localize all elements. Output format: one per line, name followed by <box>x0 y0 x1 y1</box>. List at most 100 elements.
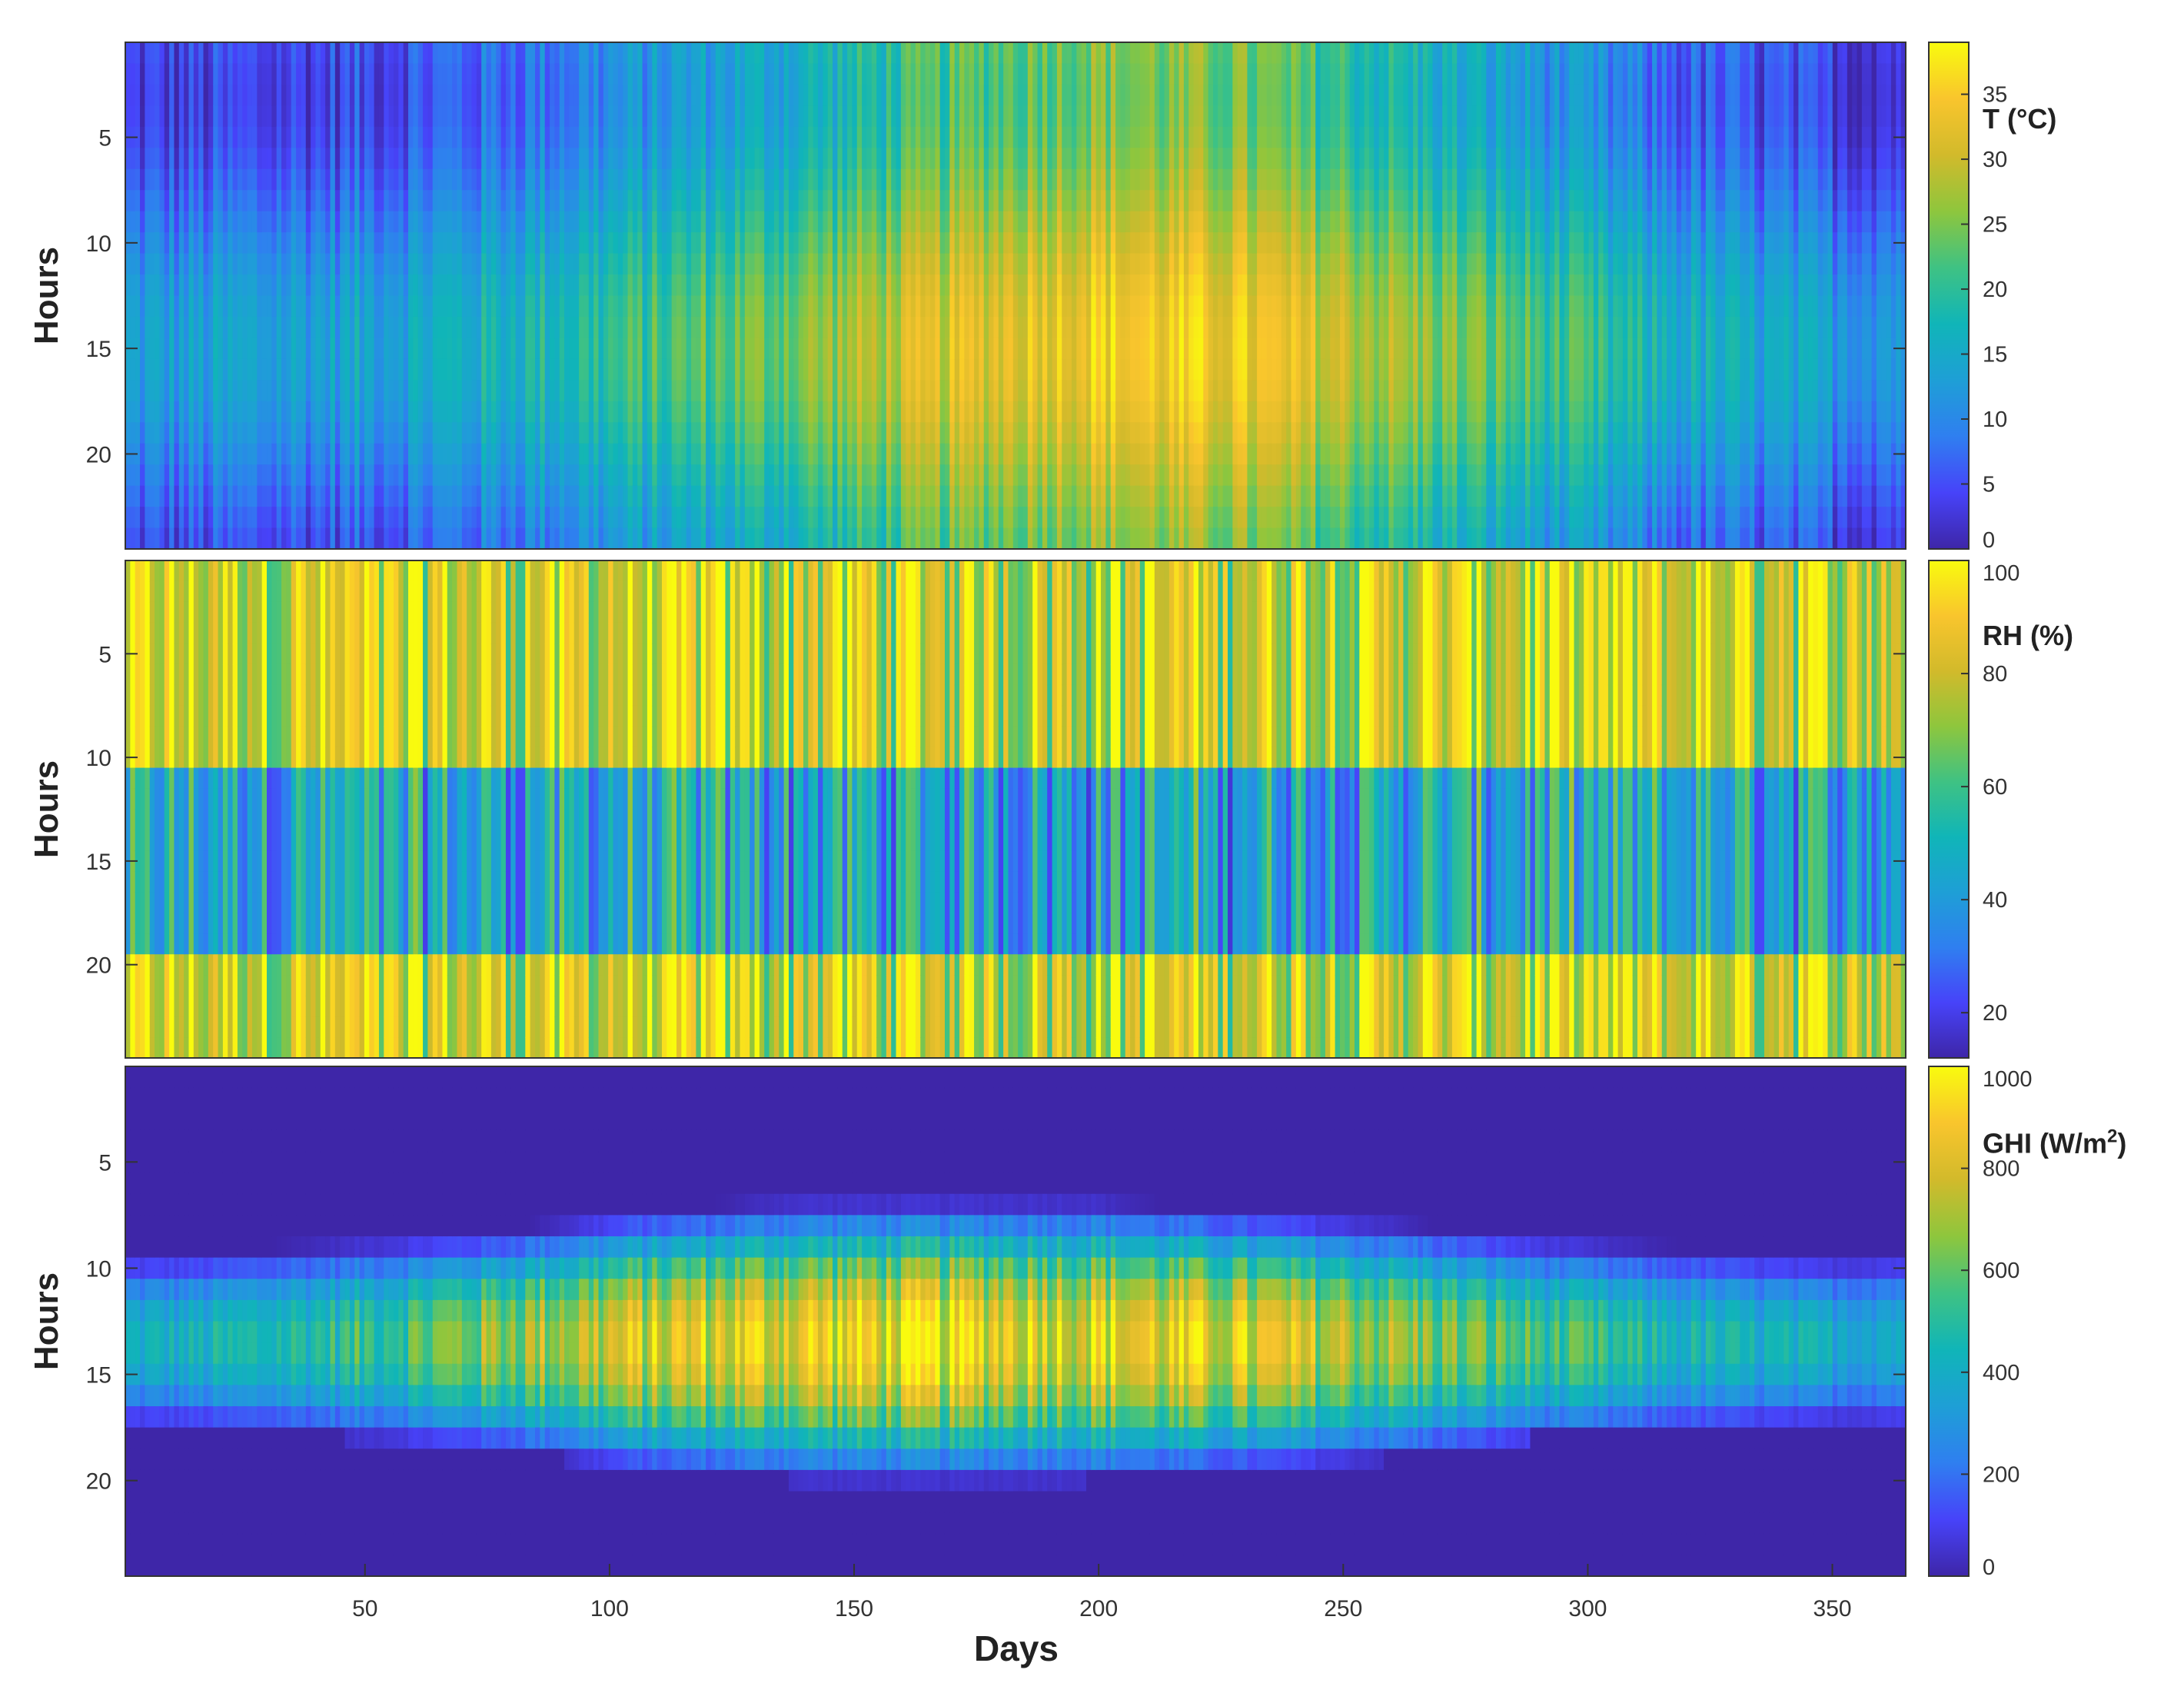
heatmap-cell <box>184 359 189 381</box>
heatmap-cell <box>321 422 326 444</box>
heatmap-cell <box>676 254 682 275</box>
heatmap-cell <box>437 444 443 465</box>
heatmap-cell <box>506 63 511 85</box>
heatmap-cell <box>481 127 487 148</box>
heatmap-cell <box>750 359 755 381</box>
heatmap-cell <box>223 232 228 254</box>
heatmap-cell <box>633 127 638 148</box>
heatmap-cell <box>525 169 530 191</box>
heatmap-cell <box>408 422 414 444</box>
heatmap-cell <box>1076 274 1082 296</box>
heatmap-cell <box>1057 359 1062 381</box>
heatmap-cell <box>179 85 184 106</box>
heatmap-cell <box>628 232 633 254</box>
heatmap-cell <box>637 148 643 169</box>
heatmap-cell <box>657 148 663 169</box>
heatmap-cell <box>1130 232 1135 254</box>
heatmap-cell <box>477 359 482 381</box>
heatmap-cell <box>281 42 287 64</box>
heatmap-cell <box>491 464 497 486</box>
heatmap-cell <box>940 232 946 254</box>
heatmap-cell <box>540 232 545 254</box>
heatmap-cell <box>1111 380 1116 401</box>
heatmap-cell <box>238 148 243 169</box>
heatmap-cell <box>793 359 799 381</box>
heatmap-cell <box>427 190 433 211</box>
heatmap-cell <box>691 127 696 148</box>
heatmap-cell <box>467 444 472 465</box>
heatmap-cell <box>955 211 960 233</box>
heatmap-cell <box>799 507 804 528</box>
heatmap-cell <box>593 105 599 127</box>
heatmap-cell <box>1111 254 1116 275</box>
heatmap-cell <box>394 42 399 64</box>
heatmap-cell <box>862 105 867 127</box>
heatmap-cell <box>477 232 482 254</box>
heatmap-cell <box>789 444 794 465</box>
heatmap-cell <box>1067 254 1072 275</box>
heatmap-cell <box>735 63 740 85</box>
heatmap-cell <box>462 507 467 528</box>
heatmap-cell <box>491 85 497 106</box>
heatmap-cell <box>364 422 370 444</box>
heatmap-cell <box>516 190 521 211</box>
heatmap-cell <box>267 254 272 275</box>
heatmap-cell <box>608 190 613 211</box>
heatmap-cell <box>1062 296 1067 318</box>
heatmap-cell <box>681 444 686 465</box>
heatmap-cell <box>930 317 936 338</box>
heatmap-cell <box>1076 464 1082 486</box>
heatmap-cell <box>862 211 867 233</box>
heatmap-cell <box>760 338 765 359</box>
heatmap-cell <box>1062 169 1067 191</box>
heatmap-cell <box>964 274 969 296</box>
heatmap-cell <box>238 359 243 381</box>
heatmap-cell <box>935 148 940 169</box>
heatmap-cell <box>872 211 877 233</box>
heatmap-cell <box>583 85 589 106</box>
heatmap-cell <box>1067 169 1072 191</box>
heatmap-cell <box>906 232 911 254</box>
heatmap-cell <box>1135 507 1140 528</box>
heatmap-cell <box>472 274 477 296</box>
heatmap-cell <box>540 169 545 191</box>
heatmap-cell <box>750 232 755 254</box>
heatmap-cell <box>174 190 179 211</box>
heatmap-cell <box>1008 169 1013 191</box>
heatmap-cell <box>837 317 843 338</box>
heatmap-cell <box>959 317 965 338</box>
heatmap-cell <box>720 296 726 318</box>
heatmap-cell <box>1028 422 1033 444</box>
heatmap-cell <box>306 507 311 528</box>
heatmap-cell <box>598 338 603 359</box>
heatmap-cell <box>457 274 462 296</box>
heatmap-cell <box>360 401 365 423</box>
heatmap-cell <box>857 63 863 85</box>
heatmap-cell <box>628 211 633 233</box>
heatmap-cell <box>228 401 233 423</box>
heatmap-cell <box>379 232 384 254</box>
heatmap-cell <box>545 507 550 528</box>
heatmap-cell <box>364 42 370 64</box>
heatmap-cell <box>198 85 204 106</box>
heatmap-cell <box>1086 380 1092 401</box>
heatmap-cell <box>803 486 809 507</box>
heatmap-cell <box>940 507 946 528</box>
heatmap-cell <box>145 169 150 191</box>
heatmap-cell <box>306 169 311 191</box>
heatmap-cell <box>847 401 853 423</box>
heatmap-cell <box>525 296 530 318</box>
heatmap-cell <box>257 211 262 233</box>
heatmap-cell <box>530 486 536 507</box>
heatmap-cell <box>803 42 809 64</box>
heatmap-cell <box>789 274 794 296</box>
heatmap-cell <box>140 254 145 275</box>
heatmap-cell <box>331 401 336 423</box>
heatmap-cell <box>360 127 365 148</box>
heatmap-cell <box>360 422 365 444</box>
heatmap-cell <box>238 232 243 254</box>
heatmap-cell <box>437 464 443 486</box>
heatmap-cell <box>389 401 394 423</box>
heatmap-cell <box>452 232 457 254</box>
heatmap-cell <box>979 169 984 191</box>
